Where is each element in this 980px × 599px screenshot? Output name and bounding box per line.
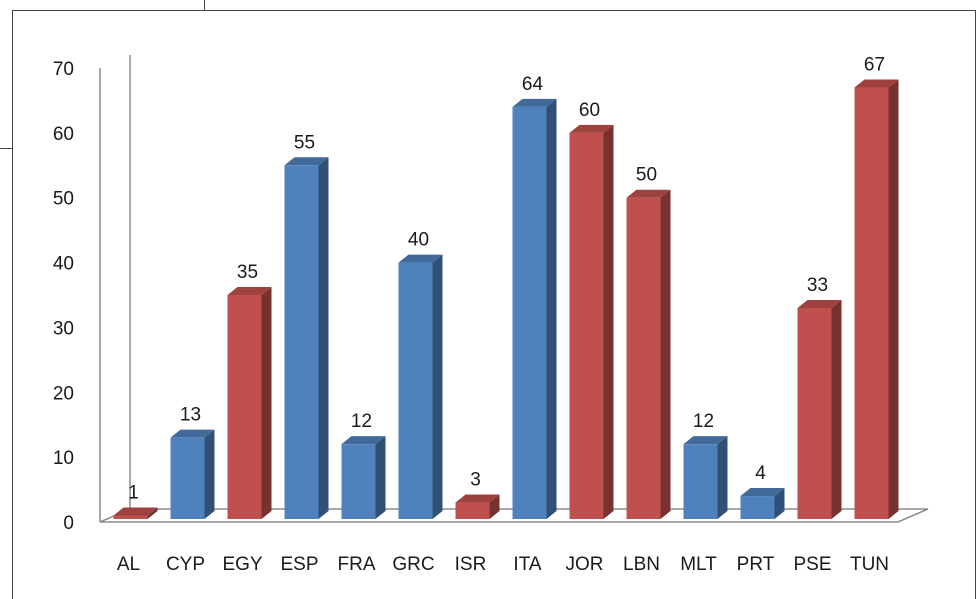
data-label: 12 xyxy=(351,411,372,432)
bar-side xyxy=(318,157,329,520)
x-tick-label: LBN xyxy=(623,554,660,575)
y-tick-label: 0 xyxy=(63,513,74,534)
bar-side xyxy=(489,494,500,519)
bar-side xyxy=(717,436,728,519)
y-tick-label: 20 xyxy=(53,383,74,404)
bar-top xyxy=(854,79,899,88)
bar-side xyxy=(831,299,842,519)
bar-side xyxy=(204,429,215,519)
bar-front xyxy=(569,132,604,519)
x-tick-label: PSE xyxy=(793,554,831,575)
bar-front xyxy=(854,87,889,519)
bar-side xyxy=(660,189,671,519)
bar-top xyxy=(626,189,671,198)
bar xyxy=(284,157,329,520)
bar-top xyxy=(227,287,272,295)
bar-top xyxy=(797,299,842,308)
bar-top xyxy=(113,507,158,516)
data-label: 35 xyxy=(237,262,258,283)
data-label: 4 xyxy=(755,463,766,484)
bar-front xyxy=(227,295,262,519)
bar-side xyxy=(774,488,785,519)
y-tick-label: 50 xyxy=(53,189,74,210)
bar xyxy=(341,436,386,519)
data-label: 40 xyxy=(408,230,429,251)
bar xyxy=(854,79,899,519)
bar-front xyxy=(113,515,148,519)
x-tick-label: MLT xyxy=(680,554,717,575)
bar-front xyxy=(512,106,547,520)
x-tick-label: AL xyxy=(117,554,140,575)
data-label: 13 xyxy=(180,405,201,426)
bar xyxy=(797,299,842,519)
x-tick-label: EGY xyxy=(222,554,262,575)
bar-side xyxy=(603,124,614,519)
bar xyxy=(398,254,443,520)
x-tick-label: ISR xyxy=(455,554,487,575)
bar-front xyxy=(284,165,319,520)
data-label: 1 xyxy=(128,483,139,504)
x-tick-label: PRT xyxy=(737,554,775,575)
data-label: 3 xyxy=(470,470,481,491)
data-label: 50 xyxy=(636,165,657,186)
bar-top xyxy=(341,436,386,445)
bar xyxy=(683,436,728,519)
bar-front xyxy=(797,307,832,519)
bar-top xyxy=(512,98,557,107)
bar xyxy=(113,507,158,519)
data-label: 60 xyxy=(579,100,600,121)
bar-top xyxy=(740,488,785,497)
y-tick-label: 60 xyxy=(53,124,74,145)
x-tick-label: JOR xyxy=(566,554,604,575)
bar-top xyxy=(170,429,215,438)
bar-front xyxy=(398,262,433,519)
y-tick-label: 30 xyxy=(53,318,74,339)
bar-front xyxy=(626,197,661,519)
x-tick-label: GRC xyxy=(392,554,434,575)
bar xyxy=(626,189,671,519)
bar xyxy=(170,429,215,519)
bar xyxy=(740,488,785,519)
bar xyxy=(227,287,272,519)
bar-top xyxy=(398,254,443,263)
x-tick-label: ITA xyxy=(513,554,541,575)
data-label: 67 xyxy=(864,54,885,75)
data-label: 12 xyxy=(693,411,714,432)
bar-top xyxy=(683,436,728,445)
data-label: 55 xyxy=(294,132,315,153)
bar-front xyxy=(683,444,718,519)
bar-side xyxy=(432,254,443,520)
bar-side xyxy=(888,79,899,519)
bar-side xyxy=(261,287,272,519)
data-label: 64 xyxy=(522,74,544,95)
x-tick-label: TUN xyxy=(850,554,889,575)
bar-front xyxy=(455,502,490,519)
bar-side xyxy=(147,507,158,519)
y-tick-label: 70 xyxy=(53,59,74,80)
bar-top xyxy=(569,124,614,133)
bar-top xyxy=(284,157,329,166)
bar-front xyxy=(341,444,376,519)
bar-top xyxy=(455,494,500,503)
y-tick-label: 40 xyxy=(53,254,74,275)
bar-side xyxy=(546,98,557,520)
bar xyxy=(455,494,500,519)
bar xyxy=(512,98,557,520)
x-tick-label: ESP xyxy=(280,554,318,575)
bar-front xyxy=(740,496,775,519)
x-tick-label: FRA xyxy=(338,554,376,575)
bar xyxy=(569,124,614,519)
y-tick-label: 10 xyxy=(53,448,74,469)
x-tick-label: CYP xyxy=(166,554,205,575)
bar-side xyxy=(375,436,386,519)
data-label: 33 xyxy=(807,275,828,296)
bar-front xyxy=(170,437,205,519)
